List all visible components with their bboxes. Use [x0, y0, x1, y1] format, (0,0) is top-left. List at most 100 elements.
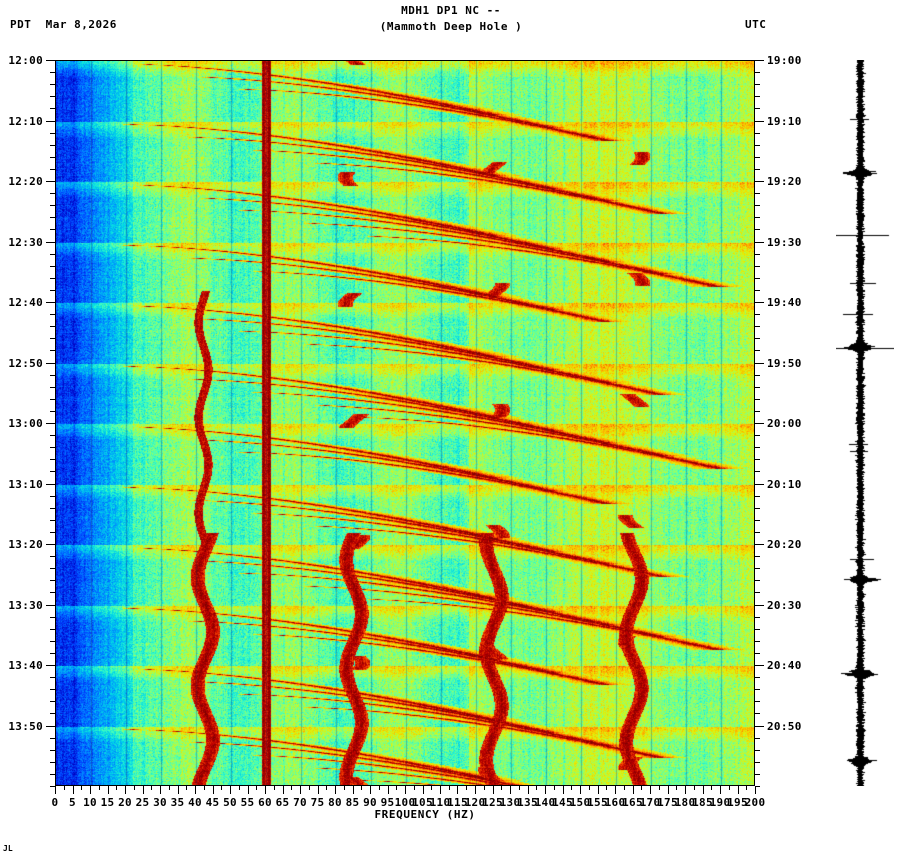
time-axis-minor-tick: [755, 435, 760, 436]
time-axis-minor-tick: [755, 314, 760, 315]
time-axis-pdt-label: 13:00: [8, 417, 43, 430]
time-axis-major-tick: [46, 302, 55, 303]
time-axis-major-tick: [755, 242, 764, 243]
frequency-axis-major-tick: [265, 786, 266, 794]
time-axis-minor-tick: [755, 508, 760, 509]
frequency-axis-minor-tick: [606, 786, 607, 790]
frequency-axis-minor-tick: [256, 786, 257, 790]
frequency-axis-minor-tick: [414, 786, 415, 790]
frequency-axis-minor-tick: [711, 786, 712, 790]
time-axis-minor-tick: [755, 157, 760, 158]
time-axis-utc-label: 19:10: [767, 114, 802, 128]
frequency-axis-minor-tick: [134, 786, 135, 790]
frequency-axis-major-tick: [510, 786, 511, 794]
time-axis-minor-tick: [755, 399, 760, 400]
spectrogram-image: [56, 61, 754, 785]
time-axis-minor-tick: [755, 786, 760, 787]
time-axis-utc-label: 19:50: [767, 356, 802, 370]
frequency-axis-minor-tick: [659, 786, 660, 790]
time-axis-major-tick: [755, 60, 764, 61]
time-axis-pdt-label: 12:20: [8, 175, 43, 188]
time-axis-major-tick: [755, 302, 764, 303]
frequency-axis-major-tick: [213, 786, 214, 794]
time-axis-minor-tick: [755, 84, 760, 85]
time-axis-minor-tick: [755, 750, 760, 751]
frequency-axis-minor-tick: [326, 786, 327, 790]
time-axis-minor-tick: [755, 96, 760, 97]
time-axis-minor-tick: [755, 701, 760, 702]
time-axis-major-tick: [46, 484, 55, 485]
time-axis-minor-tick: [755, 653, 760, 654]
station-subtitle: (Mammoth Deep Hole ): [379, 20, 523, 33]
time-axis-minor-tick: [755, 375, 760, 376]
frequency-axis-major-tick: [353, 786, 354, 794]
time-axis-minor-tick: [755, 532, 760, 533]
corner-artifact-mark: JL: [3, 844, 13, 853]
time-axis-minor-tick: [755, 145, 760, 146]
time-axis-major-tick: [46, 181, 55, 182]
time-axis-utc-label: 19:40: [767, 296, 802, 309]
frequency-axis-minor-tick: [484, 786, 485, 790]
frequency-axis-major-tick: [423, 786, 424, 794]
frequency-axis-minor-tick: [641, 786, 642, 790]
frequency-axis-major-tick: [178, 786, 179, 794]
time-axis-minor-tick: [755, 677, 760, 678]
time-axis-utc-label: 19:20: [767, 175, 802, 188]
header-utc-label: UTC: [745, 18, 767, 31]
time-axis-utc-label: 20:10: [767, 477, 802, 491]
frequency-axis-major-tick: [668, 786, 669, 794]
time-axis-major-tick: [755, 423, 764, 424]
time-axis-minor-tick: [755, 580, 760, 581]
frequency-axis-major-tick: [73, 786, 74, 794]
frequency-axis-major-tick: [493, 786, 494, 794]
time-axis-minor-tick: [755, 713, 760, 714]
frequency-axis-minor-tick: [361, 786, 362, 790]
frequency-axis-minor-tick: [81, 786, 82, 790]
time-axis-major-tick: [755, 665, 764, 666]
frequency-axis-major-tick: [160, 786, 161, 794]
time-axis-minor-tick: [755, 447, 760, 448]
time-axis-utc-label: 19:00: [767, 54, 802, 67]
frequency-axis-major-tick: [283, 786, 284, 794]
frequency-axis-major-tick: [563, 786, 564, 794]
time-axis-minor-tick: [50, 786, 55, 787]
time-axis-pdt-label: 13:50: [8, 719, 43, 733]
time-axis-major-tick: [755, 726, 764, 727]
time-axis-major-tick: [755, 605, 764, 606]
time-axis-utc-label: 20:00: [767, 417, 802, 430]
page-title: MDH1 DP1 NC -- (Mammoth Deep Hole ): [0, 4, 902, 33]
frequency-axis-title: FREQUENCY (HZ): [0, 808, 902, 821]
frequency-axis-minor-tick: [624, 786, 625, 790]
frequency-axis-minor-tick: [554, 786, 555, 790]
frequency-axis-minor-tick: [169, 786, 170, 790]
frequency-axis-minor-tick: [676, 786, 677, 790]
frequency-axis-major-tick: [615, 786, 616, 794]
time-axis-minor-tick: [755, 169, 760, 170]
time-axis-minor-tick: [755, 496, 760, 497]
time-axis-major-tick: [755, 181, 764, 182]
time-axis-utc-label: 20:40: [767, 659, 802, 672]
frequency-axis-major-tick: [440, 786, 441, 794]
frequency-axis-minor-tick: [589, 786, 590, 790]
frequency-axis-major-tick: [125, 786, 126, 794]
frequency-axis-major-tick: [633, 786, 634, 794]
frequency-axis-major-tick: [405, 786, 406, 794]
frequency-axis-major-tick: [598, 786, 599, 794]
time-axis-minor-tick: [755, 738, 760, 739]
time-axis-major-tick: [46, 423, 55, 424]
time-axis-major-tick: [755, 363, 764, 364]
frequency-axis-major-tick: [457, 786, 458, 794]
frequency-axis-major-tick: [388, 786, 389, 794]
time-axis-major-tick: [46, 121, 55, 122]
frequency-axis-minor-tick: [431, 786, 432, 790]
frequency-axis-minor-tick: [99, 786, 100, 790]
frequency-axis-minor-tick: [186, 786, 187, 790]
frequency-axis-major-tick: [545, 786, 546, 794]
frequency-axis-major-tick: [143, 786, 144, 794]
time-axis-minor-tick: [755, 592, 760, 593]
frequency-axis-major-tick: [580, 786, 581, 794]
time-axis-minor-tick: [755, 133, 760, 134]
time-axis-minor-tick: [755, 774, 760, 775]
frequency-axis-minor-tick: [116, 786, 117, 790]
spectrogram-plot[interactable]: [55, 60, 755, 786]
